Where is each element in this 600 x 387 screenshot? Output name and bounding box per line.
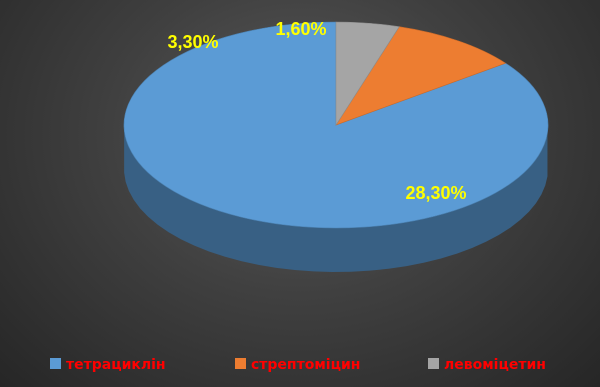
data-label-2: 3,30% <box>167 32 218 52</box>
pie-slice-2 <box>335 26 507 126</box>
legend-swatch-1 <box>50 358 61 369</box>
data-label-1: 28,30% <box>405 183 466 203</box>
legend-swatch-3 <box>428 358 439 369</box>
pie-slice-3 <box>335 21 400 127</box>
legend-swatch-2 <box>235 358 246 369</box>
pie-side-1 <box>124 128 548 272</box>
data-label-3: 1,60% <box>275 19 326 39</box>
legend-label-2: стрептоміцин <box>251 357 360 373</box>
legend-label-1: тетрациклін <box>66 357 166 373</box>
legend-label-3: левоміцетин <box>444 357 546 373</box>
